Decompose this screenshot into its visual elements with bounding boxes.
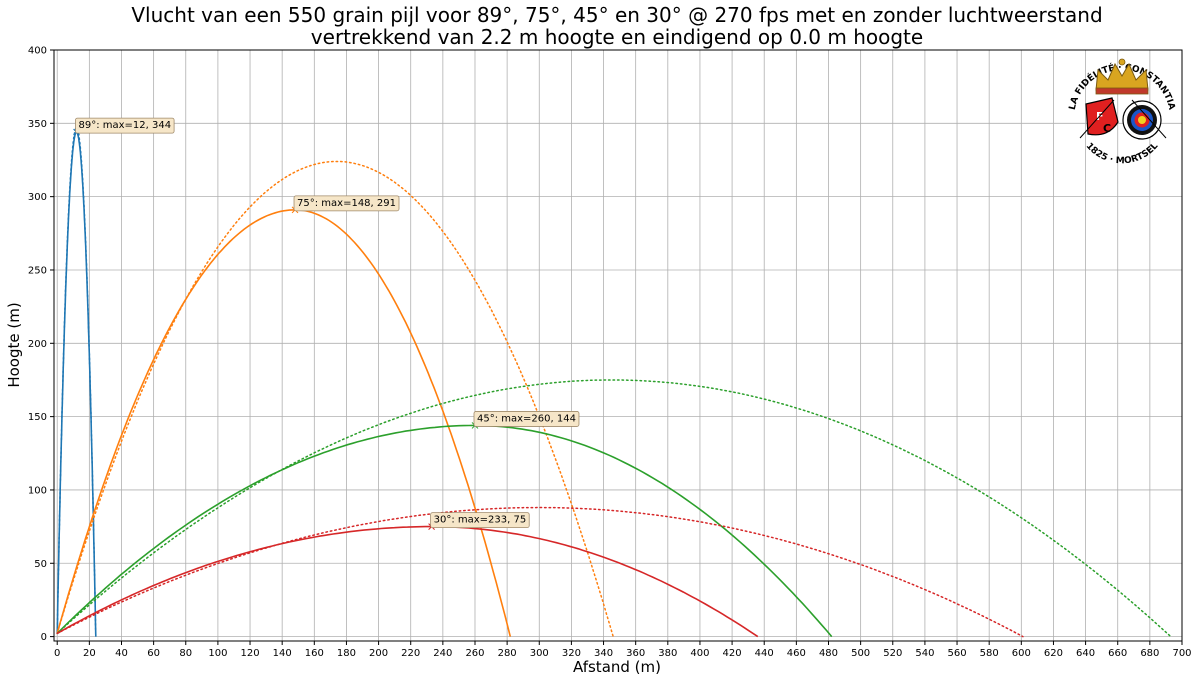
x-tick-label: 540: [915, 648, 934, 659]
red-shield-icon: F C: [1085, 97, 1119, 136]
x-tick-label: 440: [755, 648, 774, 659]
x-tick-label: 560: [947, 648, 966, 659]
logo-letter-c: C: [1103, 122, 1111, 135]
x-tick-label: 480: [819, 648, 838, 659]
series-45-annotation: 45°: max=260, 144: [477, 413, 576, 424]
x-tick-label: 20: [83, 648, 96, 659]
series-75-annotation-box: [293, 195, 400, 212]
y-tick-label: 250: [28, 265, 47, 276]
x-tick-label: 420: [723, 648, 742, 659]
club-logo: LA FIDÉLITÉ · CONSTANTIA 1825 · MORTSEL …: [1068, 58, 1176, 166]
series-45-annotation-box: [473, 411, 580, 427]
x-tick-label: 300: [530, 648, 549, 659]
y-tick-label: 0: [41, 632, 47, 643]
y-tick-label: 100: [28, 485, 47, 496]
series-45-drag-line: [56, 424, 833, 638]
x-tick-label: 400: [690, 648, 709, 659]
x-tick-label: 640: [1076, 648, 1095, 659]
x-tick-label: 600: [1012, 648, 1031, 659]
series-89-annotation: 89°: max=12, 344: [78, 120, 171, 131]
x-tick-label: 700: [1172, 648, 1191, 659]
series-75-drag-line: [56, 208, 512, 637]
x-tick-label: 180: [337, 648, 356, 659]
x-tick-label: 340: [594, 648, 613, 659]
series-30-annotation-box: [430, 512, 530, 529]
x-tick-label: 460: [787, 648, 806, 659]
series-30-no-drag-line: [56, 506, 1024, 638]
x-tick-label: 280: [498, 648, 517, 659]
x-tick-label: 40: [115, 648, 128, 659]
axis-ticks: 0 20 40 60 80 100 120 140 160 180 200 220 240 260 280 3…: [28, 46, 1192, 660]
series-89-annotation-box: [75, 117, 175, 134]
series-75-annotation: 75°: max=148, 291: [297, 198, 396, 209]
series-75-no-drag-line: [56, 160, 614, 638]
x-axis-label: Afstand (m): [573, 658, 661, 676]
x-tick-label: 220: [401, 648, 420, 659]
x-tick-label: 380: [658, 648, 677, 659]
y-tick-label: 350: [28, 119, 47, 130]
x-tick-label: 160: [305, 648, 324, 659]
y-axis-label: Hoogte (m): [5, 302, 23, 387]
x-tick-label: 680: [1140, 648, 1159, 659]
y-tick-label: 150: [28, 412, 47, 423]
x-tick-label: 660: [1108, 648, 1127, 659]
series-group: [56, 126, 1172, 638]
chart-title-line2: vertrekkend van 2.2 m hoogte en eindigen…: [311, 25, 923, 49]
x-tick-label: 80: [179, 648, 192, 659]
x-tick-label: 240: [433, 648, 452, 659]
x-tick-label: 580: [980, 648, 999, 659]
series-30-annotation: 30°: max=233, 75: [434, 515, 527, 526]
x-tick-label: 120: [240, 648, 259, 659]
x-tick-label: 320: [562, 648, 581, 659]
x-tick-label: 500: [851, 648, 870, 659]
series-89-drag-line: [56, 131, 97, 637]
x-tick-label: 0: [54, 648, 60, 659]
x-tick-label: 520: [883, 648, 902, 659]
series-45-no-drag-line: [56, 379, 1172, 638]
x-tick-label: 620: [1044, 648, 1063, 659]
crown-icon: [1095, 58, 1149, 95]
crossed-arrows-icon: [1079, 99, 1167, 139]
y-tick-label: 50: [34, 559, 47, 570]
plot-frame: [53, 49, 1183, 642]
x-tick-label: 140: [273, 648, 292, 659]
x-tick-label: 60: [147, 648, 160, 659]
x-tick-label: 360: [626, 648, 645, 659]
logo-bottom-text: 1825 · MORTSEL: [1084, 141, 1161, 166]
x-tick-label: 100: [208, 648, 227, 659]
y-tick-label: 300: [28, 192, 47, 203]
x-tick-label: 200: [369, 648, 388, 659]
annotations-group: 89°: max=12, 344 75°: max=148, 291 45°: ma…: [73, 117, 580, 530]
chart-title-line1: Vlucht van een 550 grain pijl voor 89°, …: [131, 3, 1102, 27]
series-30-drag-line: [56, 525, 759, 638]
y-tick-label: 400: [28, 46, 47, 57]
archery-target-icon: [1122, 100, 1162, 140]
grid-lines: [54, 49, 1183, 641]
y-tick-label: 200: [28, 339, 47, 350]
x-tick-label: 260: [465, 648, 484, 659]
